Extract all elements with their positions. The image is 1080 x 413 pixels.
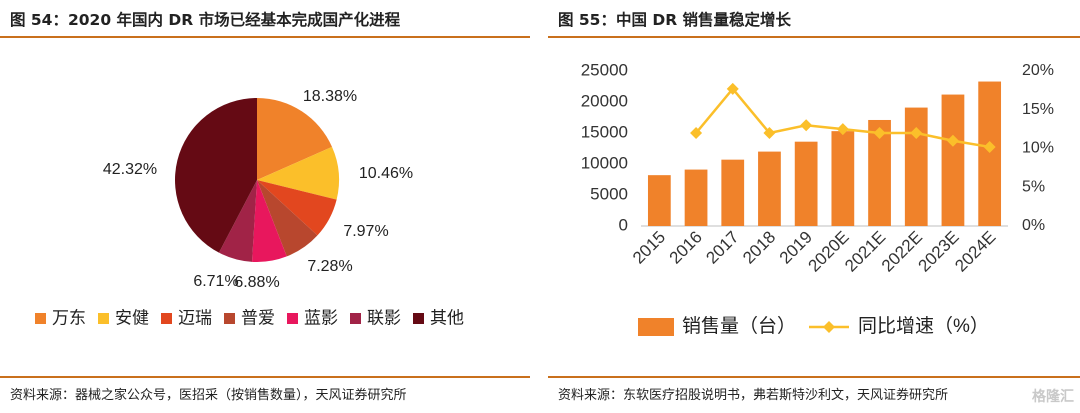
y-right-tick-label: 20%	[1022, 62, 1054, 79]
pie-value-label: 6.71%	[193, 273, 238, 290]
legend-label: 安健	[115, 308, 149, 327]
pie-slice-6	[218, 180, 257, 262]
x-tick-label: 2016	[666, 227, 706, 267]
pie-value-label: 7.97%	[343, 223, 388, 240]
bar-2016	[684, 169, 708, 226]
x-tick-label: 2021E	[841, 227, 889, 275]
x-tick-label: 2020E	[804, 227, 852, 275]
legend-swatch	[35, 313, 46, 324]
legend-label: 蓝影	[304, 308, 338, 327]
pie-value-label: 42.32%	[103, 161, 157, 178]
legend-swatch	[287, 313, 298, 324]
legend-swatch	[98, 313, 109, 324]
legend-swatch-marker	[823, 321, 835, 333]
x-tick-label: 2015	[629, 227, 669, 267]
growth-marker	[690, 127, 703, 139]
legend-label: 普爱	[241, 308, 275, 327]
legend-swatch	[413, 313, 424, 324]
growth-marker	[910, 127, 923, 139]
figure-54-title: 图 54：2020 年国内 DR 市场已经基本完成国产化进程	[10, 11, 401, 29]
bar-2015	[647, 175, 671, 226]
pie-slice-3	[257, 180, 337, 236]
y-right-tick-label: 10%	[1022, 140, 1054, 157]
pie-slice-2	[257, 146, 339, 200]
watermark-logo: 格隆汇	[1032, 389, 1074, 405]
y-left-tick-label: 20000	[581, 91, 628, 110]
pie-slice-1	[257, 98, 333, 180]
y-right-tick-label: 15%	[1022, 101, 1054, 118]
figure-55-source-rule	[548, 376, 1080, 378]
bar-2023E	[941, 94, 965, 226]
growth-marker	[800, 119, 813, 132]
bar-2020E	[831, 131, 855, 226]
pie-value-label: 10.46%	[359, 165, 413, 182]
figure-54-source-rule	[0, 376, 530, 378]
figure-55-title: 图 55：中国 DR 销售量稳定增长	[558, 11, 792, 29]
y-left-tick-label: 0	[619, 215, 628, 234]
legend-label: 联影	[367, 308, 401, 327]
bar-2024E	[978, 81, 1002, 226]
x-tick-label: 2018	[739, 227, 779, 267]
pie-value-label: 7.28%	[307, 258, 352, 275]
growth-marker	[873, 127, 886, 139]
x-tick-label: 2022E	[878, 227, 926, 275]
growth-marker	[983, 140, 996, 153]
figure-55-title-rule	[548, 36, 1080, 38]
bar-2017	[721, 159, 745, 226]
pie-value-label: 6.88%	[234, 274, 279, 291]
legend-label: 迈瑞	[178, 308, 212, 327]
y-left-tick-label: 25000	[581, 60, 628, 79]
legend-label-line: 同比增速（%）	[858, 315, 989, 337]
figure-54-panel: 图 54：2020 年国内 DR 市场已经基本完成国产化进程 18.38% 10.…	[0, 0, 530, 413]
bar-line-chart: 0 5000 10000 15000 20000 25000 0% 5% 10% 15% 20% 20…	[581, 60, 1054, 337]
legend-swatch	[224, 313, 235, 324]
pie-slice-7	[175, 98, 257, 253]
legend-label: 万东	[52, 308, 86, 327]
figure-54-title-rule	[0, 36, 530, 38]
x-tick-label: 2017	[702, 227, 742, 267]
legend-label: 其他	[430, 308, 464, 327]
pie-slice-4	[257, 180, 318, 257]
bar-2022E	[904, 107, 928, 226]
y-left-tick-label: 10000	[581, 153, 628, 172]
legend-label-bar: 销售量（台）	[682, 315, 796, 337]
y-right-tick-label: 5%	[1022, 178, 1045, 195]
legend-swatch	[350, 313, 361, 324]
figure-55-source: 资料来源：东软医疗招股说明书，弗若斯特沙利文，天风证券研究所	[558, 388, 949, 403]
legend-swatch-bar	[638, 318, 674, 336]
legend-swatch	[161, 313, 172, 324]
bar-2021E	[868, 119, 891, 226]
pie-value-label: 18.38%	[303, 88, 357, 105]
figure-54-source: 资料来源：器械之家公众号，医招采（按销售数量），天风证券研究所	[10, 388, 407, 403]
y-right-tick-label: 0%	[1022, 217, 1045, 234]
pie-chart: 18.38% 10.46% 7.97% 7.28% 6.88%6.71% 42.32% 万东…	[35, 88, 464, 327]
x-tick-label: 2024E	[951, 227, 999, 275]
pie-slice-5	[252, 180, 287, 262]
bar-2018	[758, 151, 781, 226]
growth-marker	[763, 127, 776, 139]
growth-marker	[946, 134, 959, 147]
growth-marker	[726, 82, 739, 95]
growth-marker	[836, 123, 849, 136]
bar-2019	[794, 141, 818, 226]
y-left-tick-label: 5000	[590, 184, 628, 203]
y-left-tick-label: 15000	[581, 122, 628, 141]
x-tick-label: 2023E	[915, 227, 963, 275]
figure-55-panel: 图 55：中国 DR 销售量稳定增长 0 5000 10000 15000 20000 2…	[548, 0, 1080, 413]
